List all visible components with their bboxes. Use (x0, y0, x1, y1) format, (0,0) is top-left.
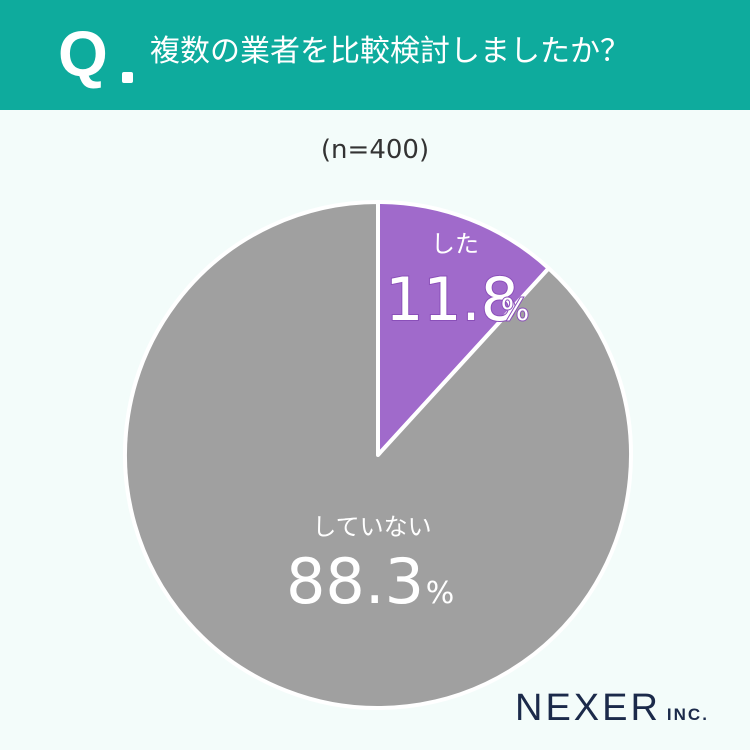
question-dot (122, 72, 133, 83)
sample-size: (n=400) (320, 135, 430, 165)
slice-label-0: した (431, 230, 479, 258)
brand-name: NEXER (515, 687, 661, 729)
slice-label-1: していない (312, 513, 431, 541)
header-bar: Q 複数の業者を比較検討しましたか？ (0, 0, 750, 110)
slice-unit-0: % (501, 293, 530, 328)
pie-slice-1 (123, 200, 633, 710)
brand-logo: NEXER INC. (515, 686, 709, 738)
question-mark-letter: Q (58, 18, 108, 90)
question-text: 複数の業者を比較検討しましたか？ (150, 34, 630, 69)
slice-unit-1: % (426, 576, 455, 611)
slice-value-1: 88.3 (286, 545, 424, 618)
slice-value-0: 11.8 (385, 265, 519, 335)
brand-suffix: INC. (666, 705, 709, 724)
pie-slice-0 (376, 200, 551, 457)
